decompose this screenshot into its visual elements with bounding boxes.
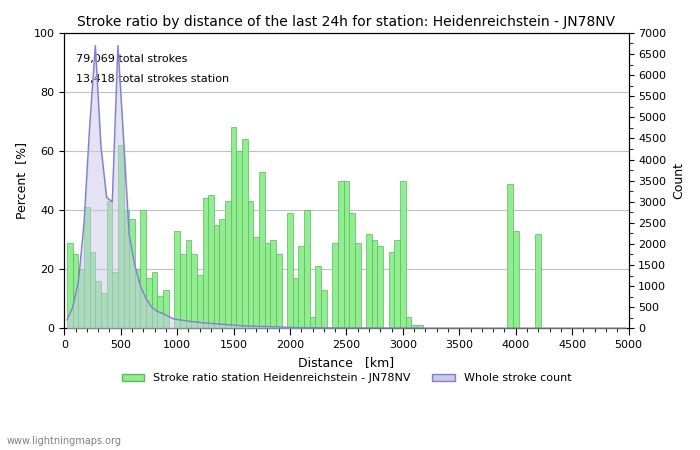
Bar [118, 145, 123, 328]
Bar [231, 127, 237, 328]
Bar [135, 269, 141, 328]
Bar [202, 198, 208, 328]
Bar [536, 234, 541, 328]
Bar [412, 325, 417, 328]
Bar [242, 140, 248, 328]
Bar [146, 278, 152, 328]
Bar [332, 243, 338, 328]
Y-axis label: Percent  [%]: Percent [%] [15, 142, 28, 219]
Bar [214, 225, 220, 328]
Bar [276, 255, 281, 328]
X-axis label: Distance   [km]: Distance [km] [298, 356, 395, 369]
Bar [304, 210, 310, 328]
Bar [287, 213, 293, 328]
Bar [90, 252, 95, 328]
Bar [270, 240, 276, 328]
Bar [508, 184, 513, 328]
Bar [377, 246, 383, 328]
Bar [372, 240, 377, 328]
Bar [298, 246, 304, 328]
Bar [248, 201, 253, 328]
Bar [158, 296, 163, 328]
Bar [73, 255, 78, 328]
Bar [130, 219, 135, 328]
Bar [293, 278, 298, 328]
Text: 79,069 total strokes: 79,069 total strokes [76, 54, 187, 63]
Bar [344, 180, 349, 328]
Bar [355, 243, 360, 328]
Text: www.lightningmaps.org: www.lightningmaps.org [7, 436, 122, 446]
Bar [112, 272, 118, 328]
Bar [101, 293, 106, 328]
Bar [406, 316, 412, 328]
Bar [394, 240, 400, 328]
Bar [106, 201, 112, 328]
Bar [321, 290, 327, 328]
Legend: Stroke ratio station Heidenreichstein - JN78NV, Whole stroke count: Stroke ratio station Heidenreichstein - … [117, 369, 575, 388]
Bar [152, 272, 158, 328]
Bar [513, 231, 519, 328]
Bar [67, 243, 73, 328]
Bar [95, 281, 101, 328]
Bar [316, 266, 321, 328]
Bar [265, 243, 270, 328]
Bar [84, 207, 90, 328]
Bar [191, 255, 197, 328]
Bar [253, 237, 259, 328]
Bar [220, 219, 225, 328]
Bar [208, 195, 213, 328]
Bar [78, 269, 84, 328]
Bar [417, 325, 423, 328]
Bar [225, 201, 231, 328]
Text: 13,418 total strokes station: 13,418 total strokes station [76, 74, 229, 84]
Bar [141, 210, 146, 328]
Bar [389, 252, 394, 328]
Bar [186, 240, 191, 328]
Bar [237, 151, 242, 328]
Bar [366, 234, 372, 328]
Bar [123, 210, 130, 328]
Bar [180, 255, 186, 328]
Y-axis label: Count: Count [672, 162, 685, 199]
Bar [349, 213, 355, 328]
Bar [400, 180, 406, 328]
Title: Stroke ratio by distance of the last 24h for station: Heidenreichstein - JN78NV: Stroke ratio by distance of the last 24h… [78, 15, 615, 29]
Bar [310, 316, 316, 328]
Bar [174, 231, 180, 328]
Bar [338, 180, 344, 328]
Bar [197, 275, 202, 328]
Bar [259, 172, 265, 328]
Bar [163, 290, 169, 328]
